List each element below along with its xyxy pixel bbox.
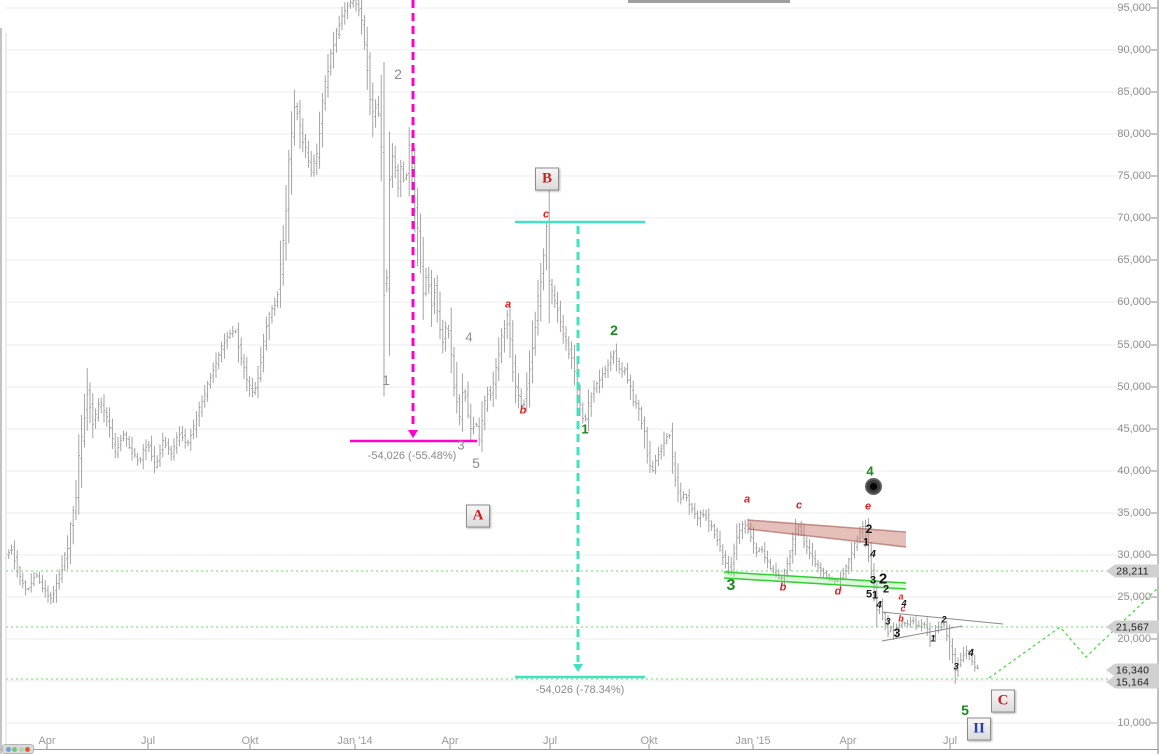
wave-label-annotation[interactable]: a (898, 591, 904, 602)
wave-label-annotation[interactable]: 2 (394, 66, 402, 82)
wave-label-annotation[interactable]: 3 (953, 661, 959, 672)
wave-degree-label[interactable]: C (991, 689, 1015, 713)
x-axis-label: Jul (140, 735, 156, 747)
wave-label-annotation[interactable]: 2 (941, 614, 947, 625)
y-axis-label: 60,000 (1117, 296, 1151, 308)
wave-label-annotation[interactable]: c (542, 208, 550, 221)
toolbar-dot-icon[interactable] (12, 746, 18, 752)
y-axis-label: 35,000 (1117, 507, 1151, 519)
wave-label-annotation[interactable]: 1 (930, 633, 936, 644)
x-axis-label: Apr (38, 735, 56, 747)
wave-label-annotation[interactable]: a (504, 298, 512, 311)
wave-degree-label[interactable]: B (535, 167, 559, 191)
y-axis-label: 90,000 (1117, 44, 1151, 56)
x-axis-label: Apr (441, 735, 459, 747)
y-axis-label: 30,000 (1117, 549, 1151, 561)
price-tag[interactable]: 15,164 (1106, 675, 1159, 689)
wave-label-annotation[interactable]: 3 (869, 574, 877, 587)
toolbar-dot-icon[interactable] (5, 746, 11, 752)
price-tag[interactable]: 28,211 (1106, 564, 1159, 578)
wave-label-annotation[interactable]: 4 (866, 463, 874, 479)
y-axis-label: 75,000 (1117, 170, 1151, 182)
y-axis-label: 25,000 (1117, 591, 1151, 603)
selection-anchor-icon[interactable] (864, 477, 882, 495)
wave-degree-label[interactable]: II (967, 717, 991, 741)
x-axis-label: Jan '15 (735, 735, 771, 747)
horizontal-scrollbar[interactable] (628, 0, 790, 3)
y-axis-label: 40,000 (1117, 465, 1151, 477)
wave-label-annotation[interactable]: 2 (865, 522, 873, 536)
x-axis-label: Okt (241, 735, 259, 747)
wave-label-annotation[interactable]: e (864, 500, 872, 513)
y-axis-label: 65,000 (1117, 254, 1151, 266)
wave-label-annotation[interactable]: 1 (862, 536, 870, 549)
x-axis-label: Okt (640, 735, 658, 747)
toolbar-dot-icon[interactable] (25, 746, 31, 752)
wave-label-annotation[interactable]: d (834, 585, 842, 598)
wave-label-annotation[interactable]: 3 (726, 577, 736, 594)
wave-label-annotation[interactable]: b (519, 404, 527, 417)
wave-label-annotation[interactable]: b (898, 613, 904, 624)
x-axis-label: Jan '14 (337, 735, 373, 747)
y-axis-label: 55,000 (1117, 339, 1151, 351)
y-axis-label: 50,000 (1117, 381, 1151, 393)
wave-label-annotation[interactable]: 5 (865, 588, 873, 601)
x-axis-label: Jul (942, 735, 958, 747)
y-axis-label: 70,000 (1117, 212, 1151, 224)
wave-label-annotation[interactable]: a (743, 493, 751, 506)
wave-label-annotation[interactable]: 3 (893, 626, 901, 640)
wave-label-annotation[interactable]: c (795, 499, 803, 512)
wave-label-annotation[interactable]: b (779, 581, 787, 594)
wave-label-annotation[interactable]: 3 (885, 616, 891, 627)
x-axis-label: Jul (542, 735, 558, 747)
wave-degree-label[interactable]: A (466, 504, 490, 528)
measurement-label[interactable]: -54,026 (-55.48%) (367, 450, 457, 462)
measurement-label[interactable]: -54,026 (-78.34%) (535, 684, 625, 696)
wave-label-annotation[interactable]: 2 (882, 583, 890, 596)
y-axis-label: 45,000 (1117, 423, 1151, 435)
toolbar-dot-icon[interactable] (18, 746, 24, 752)
y-axis-label: 85,000 (1117, 86, 1151, 98)
y-axis-label: 10,000 (1117, 717, 1151, 729)
y-axis-label: 80,000 (1117, 128, 1151, 140)
wave-label-annotation[interactable]: 2 (610, 322, 618, 338)
y-axis-label: 95,000 (1117, 2, 1151, 14)
wave-label-annotation[interactable]: 3 (457, 437, 465, 453)
price-tag[interactable]: 16,340 (1106, 663, 1159, 677)
y-axis-label: 20,000 (1117, 633, 1151, 645)
wave-label-annotation[interactable]: 5 (472, 455, 480, 471)
x-axis-label: Apr (839, 735, 857, 747)
wave-label-annotation[interactable]: 4 (870, 549, 876, 560)
wave-label-annotation[interactable]: 4 (901, 598, 907, 609)
wave-label-annotation[interactable]: 4 (465, 329, 473, 345)
wave-label-annotation[interactable]: 5 (961, 702, 969, 718)
price-tag[interactable]: 21,567 (1106, 620, 1159, 634)
wave-label-annotation[interactable]: 4 (876, 600, 882, 611)
wave-label-annotation[interactable]: 1 (871, 589, 879, 602)
wave-label-annotation[interactable]: c (900, 603, 906, 614)
wave-label-annotation[interactable]: 1 (581, 421, 589, 437)
wave-label-annotation[interactable]: 4 (968, 648, 974, 659)
wave-label-annotation[interactable]: 1 (382, 372, 390, 388)
wave-label-annotation[interactable]: 2 (878, 570, 888, 588)
mini-toolbar[interactable] (2, 744, 34, 754)
